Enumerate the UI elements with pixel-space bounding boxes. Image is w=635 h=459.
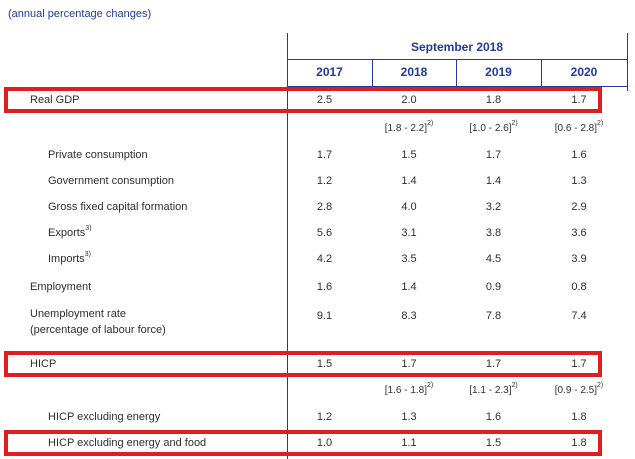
row-label: HICP excluding energy and food [48, 437, 207, 449]
table-row-hicp-ranges: [1.6 - 1.8]2) [1.1 - 2.3]2) [0.9 - 2.5]2… [0, 380, 635, 400]
table-row-gdp-ranges: [1.8 - 2.2]2) [1.0 - 2.6]2) [0.6 - 2.8]2… [0, 118, 635, 138]
value-cell: 0.9 [485, 281, 502, 293]
table-row-hicp-excluding-energy-and-food: HICP excluding energy and food 1.0 1.1 1… [0, 433, 635, 453]
value-cell: 1.8 [485, 94, 502, 106]
table-row-imports: Imports3) 4.2 3.5 4.5 3.9 [0, 249, 635, 269]
value-cell: 1.5 [316, 358, 333, 370]
row-label: HICP [30, 358, 57, 370]
value-cell: 2.9 [571, 201, 587, 213]
value-cell: 3.5 [401, 253, 417, 265]
table-border-under-year-header [287, 86, 628, 87]
row-label: Gross fixed capital formation [48, 201, 188, 213]
value-cell: 1.1 [401, 437, 417, 449]
value-cell: 4.2 [316, 253, 333, 265]
value-cell: 1.3 [571, 175, 587, 187]
value-cell: 1.6 [485, 411, 502, 423]
year-header-2018: 2018 [400, 65, 428, 79]
range-cell: [1.1 - 2.3]2) [469, 382, 518, 396]
value-cell: 1.8 [571, 411, 587, 423]
value-cell: 5.6 [316, 227, 333, 239]
table-border-under-group-header [287, 59, 628, 60]
value-cell: 1.5 [401, 149, 417, 161]
year-column-divider [372, 60, 373, 86]
footnote-marker: 3) [85, 225, 92, 233]
value-cell: 1.4 [485, 175, 502, 187]
value-cell: 1.7 [571, 358, 587, 370]
range-cell: [0.9 - 2.5]2) [554, 382, 604, 396]
year-header-2020: 2020 [570, 65, 598, 79]
value-cell: 1.4 [401, 175, 417, 187]
value-cell: 1.4 [401, 281, 417, 293]
value-cell: 3.2 [485, 201, 502, 213]
row-label: Unemployment rate (percentage of labour … [30, 308, 166, 336]
value-cell: 8.3 [401, 310, 417, 322]
value-cell: 0.8 [571, 281, 587, 293]
value-cell: 3.8 [485, 227, 502, 239]
table-row-real-gdp: Real GDP 2.5 2.0 1.8 1.7 [0, 90, 635, 110]
value-cell: 1.7 [316, 149, 333, 161]
value-cell: 1.7 [485, 358, 502, 370]
row-label: Private consumption [48, 149, 148, 161]
row-label: Exports3) [48, 225, 92, 239]
value-cell: 1.3 [401, 411, 417, 423]
table-row-exports: Exports3) 5.6 3.1 3.8 3.6 [0, 223, 635, 243]
table-row-gross-fixed-capital-formation: Gross fixed capital formation 2.8 4.0 3.… [0, 197, 635, 217]
value-cell: 1.5 [485, 437, 502, 449]
value-cell: 4.0 [401, 201, 417, 213]
table-row-hicp: HICP 1.5 1.7 1.7 1.7 [0, 354, 635, 374]
group-header: September 2018 [410, 40, 504, 54]
value-cell: 1.8 [571, 437, 587, 449]
value-cell: 1.6 [316, 281, 333, 293]
value-cell: 1.2 [316, 175, 333, 187]
row-label: HICP excluding energy [48, 411, 161, 423]
value-cell: 1.7 [485, 149, 502, 161]
table-row-hicp-excluding-energy: HICP excluding energy 1.2 1.3 1.6 1.8 [0, 407, 635, 427]
row-label: Real GDP [30, 94, 80, 106]
table-border-left [287, 33, 288, 459]
value-cell: 1.6 [571, 149, 587, 161]
value-cell: 7.8 [485, 310, 502, 322]
row-label: Employment [30, 281, 92, 293]
year-header-2019: 2019 [485, 65, 512, 79]
value-cell: 1.2 [316, 411, 333, 423]
value-cell: 9.1 [316, 310, 333, 322]
value-cell: 2.0 [401, 94, 417, 106]
value-cell: 1.7 [571, 94, 587, 106]
table-row-employment: Employment 1.6 1.4 0.9 0.8 [0, 277, 635, 297]
range-cell: [1.6 - 1.8]2) [384, 382, 434, 396]
year-header-2017: 2017 [316, 65, 343, 79]
value-cell: 1.7 [401, 358, 417, 370]
table-caption: (annual percentage changes) [8, 8, 152, 20]
value-cell: 1.0 [316, 437, 333, 449]
range-cell: [1.0 - 2.6]2) [469, 120, 518, 134]
table-border-right [627, 33, 628, 91]
footnote-marker: 3) [84, 251, 91, 259]
value-cell: 7.4 [571, 310, 587, 322]
value-cell: 3.9 [571, 253, 587, 265]
value-cell: 3.1 [401, 227, 417, 239]
value-cell: 3.6 [571, 227, 587, 239]
value-cell: 2.5 [316, 94, 333, 106]
value-cell: 4.5 [485, 253, 502, 265]
table-row-unemployment-rate: Unemployment rate (percentage of labour … [0, 306, 635, 342]
year-column-divider [541, 60, 542, 86]
row-label: Imports3) [48, 251, 91, 265]
row-label: Government consumption [48, 175, 174, 187]
table-row-private-consumption: Private consumption 1.7 1.5 1.7 1.6 [0, 145, 635, 165]
value-cell: 2.8 [316, 201, 333, 213]
year-column-divider [456, 60, 457, 86]
range-cell: [1.8 - 2.2]2) [384, 120, 434, 134]
range-cell: [0.6 - 2.8]2) [554, 120, 604, 134]
table-row-government-consumption: Government consumption 1.2 1.4 1.4 1.3 [0, 171, 635, 191]
